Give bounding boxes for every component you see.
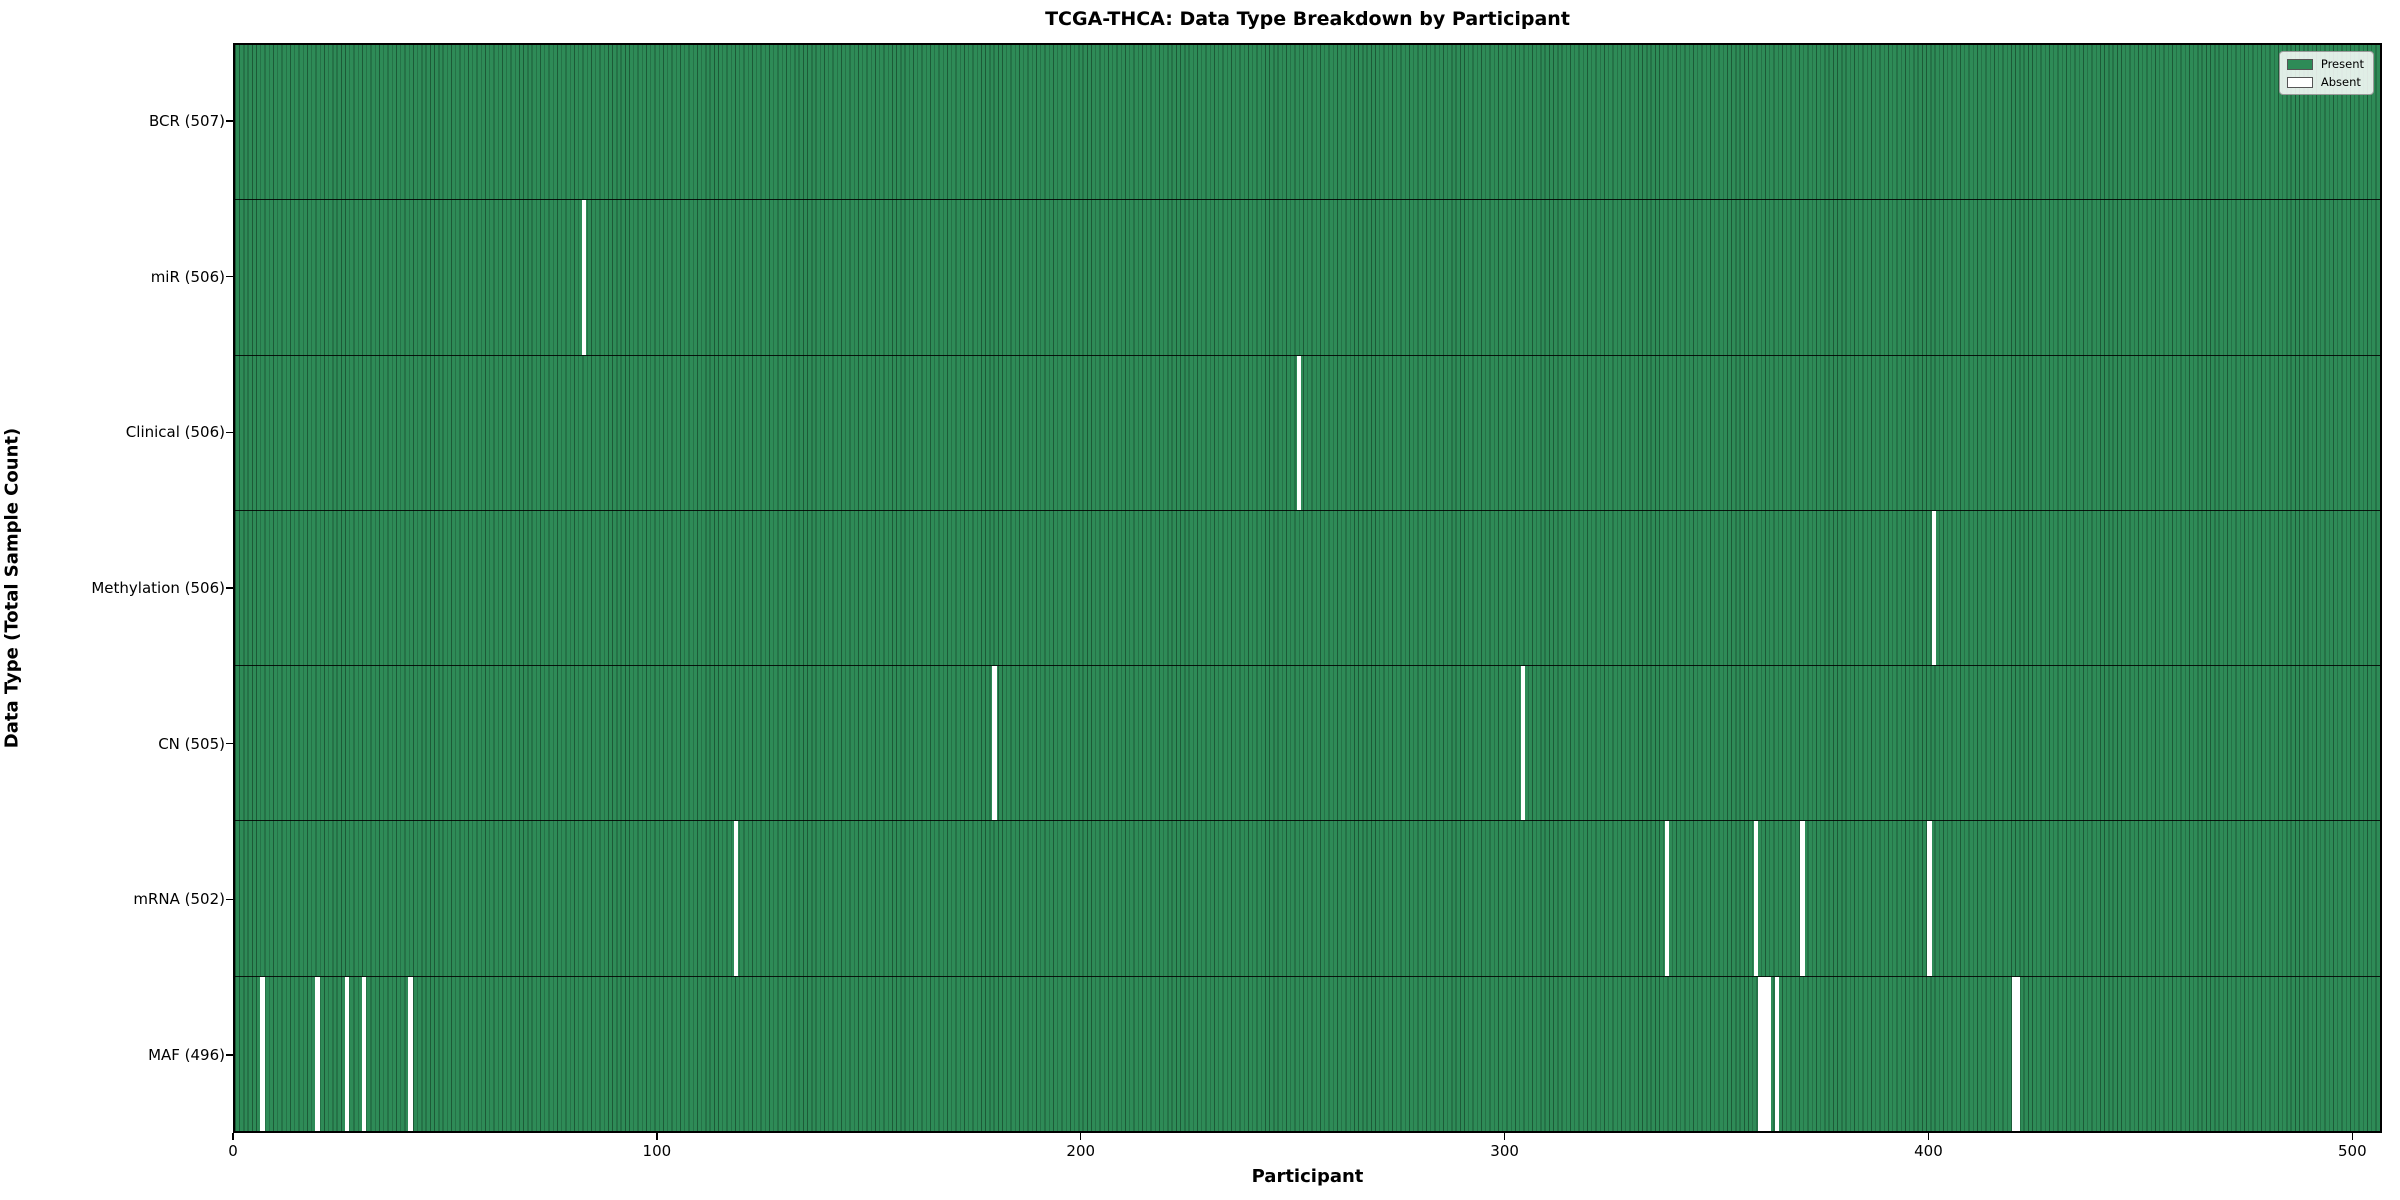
plot-area: Present Absent [233,43,2382,1133]
x-tick-mark [2351,1133,2354,1140]
chart-title: TCGA-THCA: Data Type Breakdown by Partic… [1045,8,1570,30]
absent-gap [315,976,320,1131]
absent-gap [361,976,367,1131]
y-tick-mark [226,1054,233,1056]
x-axis-label: Participant [1251,1166,1364,1187]
absent-gap [1521,666,1526,821]
x-tick-label: 500 [2338,1142,2367,1160]
absent-gap [408,976,413,1131]
x-tick-label: 200 [1066,1142,1096,1160]
absent-gap [260,976,265,1131]
y-tick-label: mRNA (502) [133,890,225,909]
y-tick-label: BCR (507) [148,111,225,130]
y-tick-mark [226,898,233,901]
absent-gap [1931,510,1936,666]
absent-gap [734,821,739,976]
x-tick-label: 100 [642,1142,672,1160]
absent-gap [1665,821,1670,976]
x-tick-label: 0 [228,1142,238,1160]
y-tick-label: MAF (496) [148,1046,225,1065]
y-tick-label: CN (505) [158,734,225,753]
y-tick-label: Clinical (506) [125,423,225,442]
x-tick-label: 300 [1490,1142,1519,1160]
y-tick-mark [226,120,233,122]
legend-swatch-absent [2286,76,2313,88]
x-tick-mark [1927,1133,1930,1140]
legend: Present Absent [2278,51,2374,95]
absent-gap [1296,355,1302,510]
chart-row-MAF [235,976,2380,1131]
chart-row-BCR [235,45,2380,201]
y-tick-label: miR (506) [150,267,225,286]
x-tick-label: 400 [1914,1142,1943,1160]
y-tick-label: Methylation (506) [91,579,225,597]
chart-row-CN [235,666,2380,822]
chart-row-mRNA [235,821,2380,977]
absent-gap [1753,821,1759,976]
absent-gap [1758,976,1763,1131]
x-tick-mark [1079,1133,1082,1140]
chart-row-Methylation [235,510,2380,667]
chart-row-miR [235,200,2380,356]
absent-gap [2011,976,2017,1131]
absent-gap [1766,976,1771,1131]
absent-gap [1800,821,1805,976]
legend-label: Present [2320,57,2364,71]
absent-gap [581,200,587,355]
y-tick-mark [226,742,233,745]
legend-entry-absent: Absent [2286,75,2364,89]
y-tick-mark [226,587,233,589]
absent-gap [1775,976,1780,1131]
absent-gap [1927,821,1932,976]
y-axis-label: Data Type (Total Sample Count) [1,427,23,749]
absent-gap [2016,976,2021,1131]
legend-entry-present: Present [2286,57,2364,71]
absent-gap [345,976,350,1131]
x-tick-mark [656,1133,658,1140]
x-tick-mark [1503,1133,1506,1140]
absent-gap [992,666,997,821]
chart-row-Clinical [235,355,2380,511]
y-tick-mark [226,275,233,278]
x-tick-mark [232,1133,234,1140]
legend-label: Absent [2320,75,2361,89]
legend-swatch-present [2286,58,2313,70]
absent-gap [1762,976,1767,1131]
y-tick-mark [226,431,233,434]
